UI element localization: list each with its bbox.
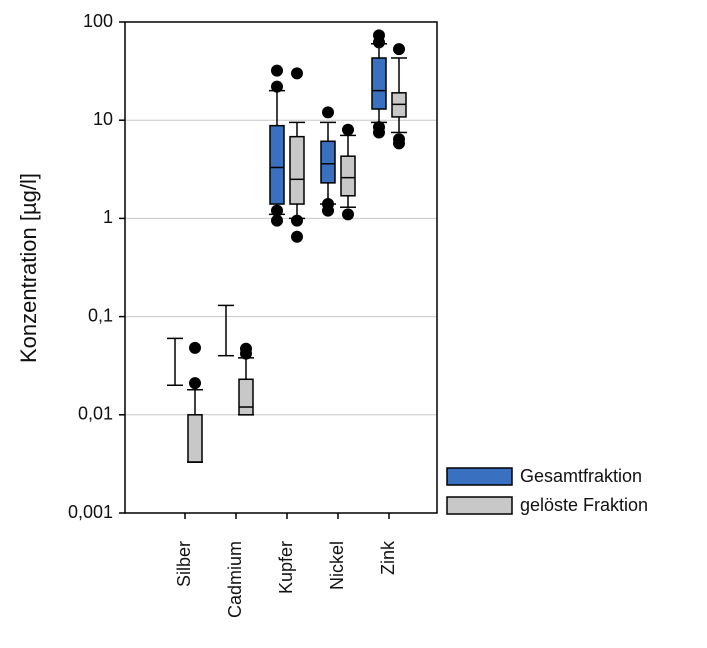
box xyxy=(320,140,336,184)
box xyxy=(187,414,203,463)
outlier xyxy=(291,230,303,243)
outlier xyxy=(271,80,283,93)
legend-swatch xyxy=(446,467,513,486)
legend-swatch xyxy=(446,496,513,515)
y-axis-label: Konzentration [µg/l] xyxy=(16,173,41,363)
outlier xyxy=(291,67,303,80)
box xyxy=(238,378,254,416)
legend-label: Gesamtfraktion xyxy=(520,466,642,486)
y-tick-label: 10 xyxy=(93,109,113,129)
outlier xyxy=(189,377,201,390)
box xyxy=(371,57,387,110)
outlier xyxy=(373,121,385,134)
box xyxy=(340,155,356,197)
y-tick-label: 1 xyxy=(103,207,113,227)
x-tick-label: Nickel xyxy=(327,541,347,590)
outlier xyxy=(342,208,354,221)
x-tick-label: Zink xyxy=(378,540,398,575)
outlier xyxy=(271,214,283,227)
y-tick-label: 0,01 xyxy=(78,404,113,424)
outlier xyxy=(291,214,303,227)
outlier xyxy=(393,43,405,56)
box xyxy=(269,124,285,205)
outlier xyxy=(393,133,405,146)
outlier xyxy=(271,64,283,77)
outlier xyxy=(322,198,334,211)
y-tick-label: 0,1 xyxy=(88,305,113,325)
outlier xyxy=(240,342,252,355)
y-tick-label: 100 xyxy=(83,11,113,31)
x-tick-label: Silber xyxy=(174,541,194,587)
box xyxy=(289,135,305,205)
y-tick-label: 0,001 xyxy=(68,502,113,522)
outlier xyxy=(189,341,201,354)
outlier xyxy=(373,29,385,42)
outlier xyxy=(322,106,334,119)
x-tick-label: Cadmium xyxy=(225,541,245,618)
plot-frame xyxy=(124,21,438,514)
legend-label: gelöste Fraktion xyxy=(520,495,648,515)
x-tick-label: Kupfer xyxy=(276,541,296,594)
outlier xyxy=(271,204,283,217)
outlier xyxy=(342,123,354,136)
